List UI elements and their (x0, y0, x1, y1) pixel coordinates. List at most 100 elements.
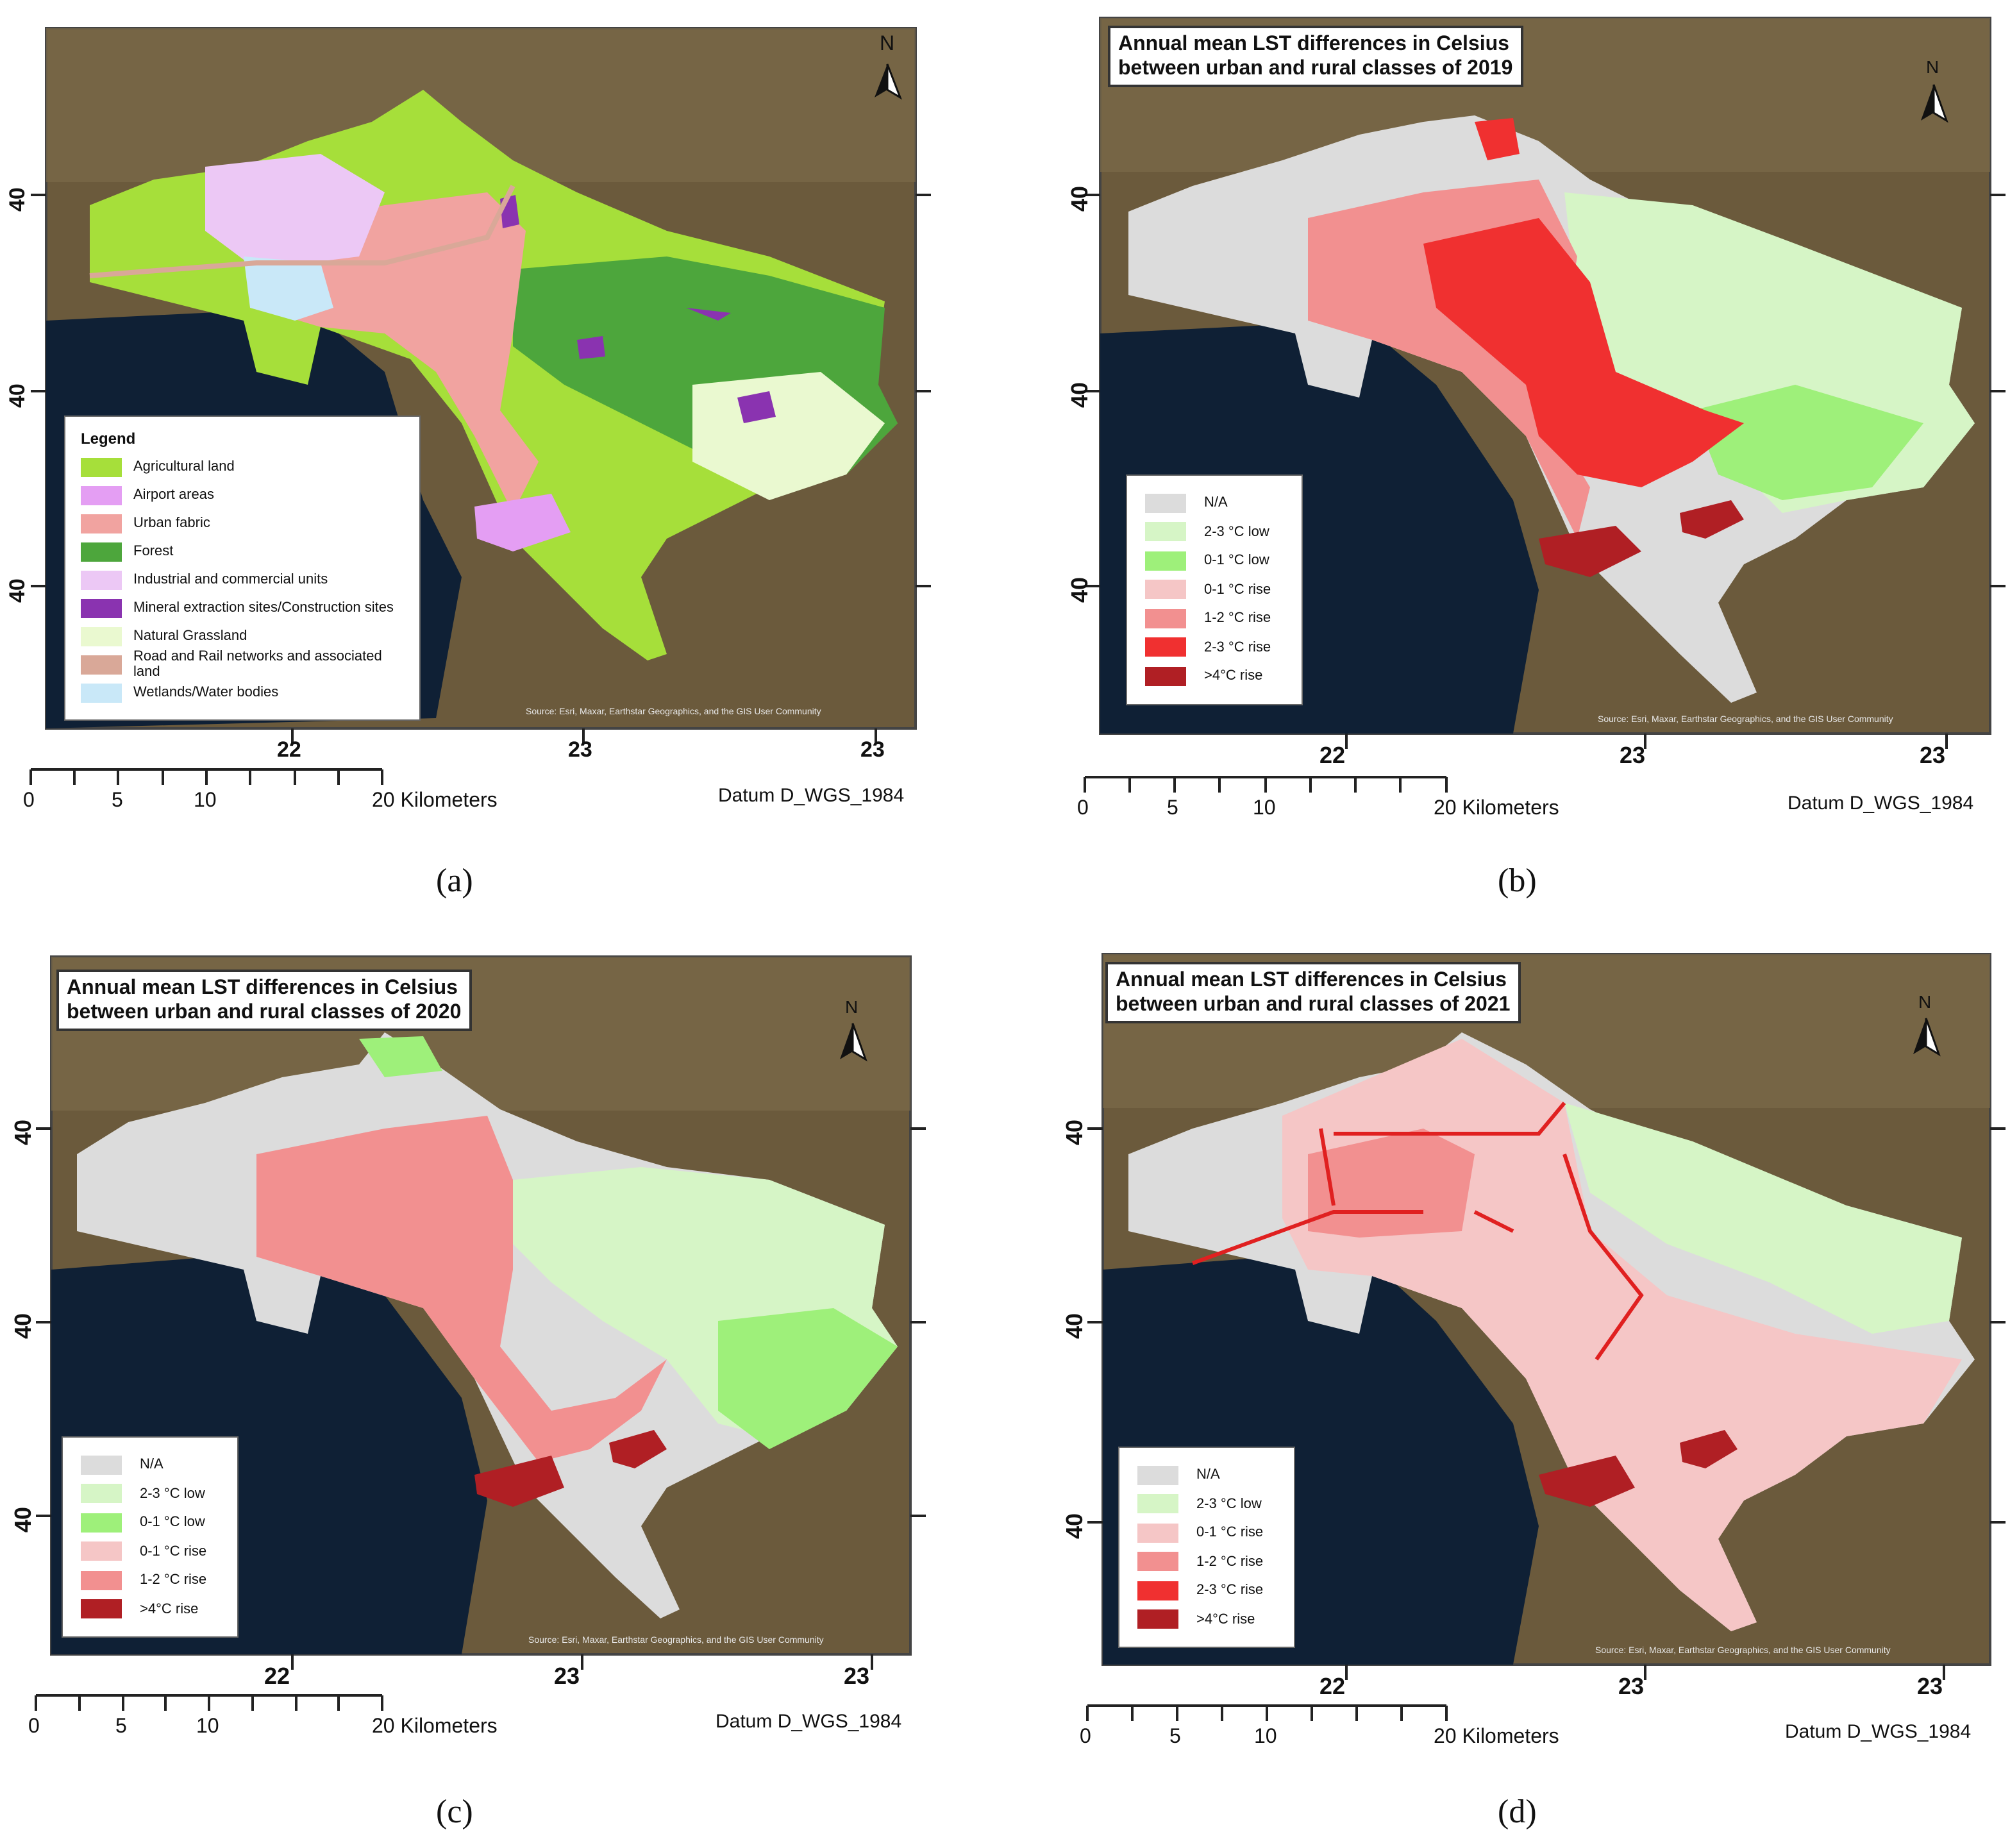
scale-label: 5 (1169, 1726, 1181, 1748)
scale-bar (29, 768, 383, 785)
x-tick-label: 23 (1920, 743, 1946, 768)
airport-region (474, 494, 571, 551)
title-line: Annual mean LST differences in Celsius (67, 977, 458, 999)
legend-swatch (1137, 1581, 1178, 1600)
legend-item: 0-1 °C rise (1137, 1518, 1276, 1547)
legend-label: >4°C rise (1196, 1611, 1255, 1627)
legend-label: Urban fabric (133, 516, 210, 531)
legend-item: Industrial and commercial units (81, 566, 404, 594)
x-tick-label: 23 (554, 1663, 580, 1689)
legend-label: 2-3 °C low (140, 1486, 205, 1502)
source-attribution: Source: Esri, Maxar, Earthstar Geographi… (528, 1636, 824, 1645)
legend-title: Legend (81, 430, 136, 448)
north-arrow-icon (1913, 1018, 1941, 1057)
rise-gt4-region (1680, 500, 1744, 539)
north-label: N (1926, 56, 1939, 77)
mineral-site (686, 308, 731, 321)
datum-label: Datum D_WGS_1984 (718, 785, 905, 807)
legend-item: Wetlands/Water bodies (81, 678, 404, 707)
low-0-1-region (718, 1308, 898, 1449)
legend-item: >4°C rise (81, 1595, 219, 1624)
title-line: Annual mean LST differences in Celsius (1118, 33, 1509, 55)
legend-label: 2-3 °C rise (1204, 639, 1271, 655)
x-tick-label: 23 (1620, 743, 1646, 768)
rise-gt4-region (609, 1430, 667, 1468)
legend-swatch (81, 1455, 122, 1475)
datum-label: Datum D_WGS_1984 (1785, 1721, 1972, 1743)
title-line: between urban and rural classes of 2020 (67, 1002, 462, 1023)
legend-item: Mineral extraction sites/Construction si… (81, 594, 404, 622)
legend-swatch (81, 1599, 122, 1619)
legend-swatch (1137, 1609, 1178, 1629)
source-attribution: Source: Esri, Maxar, Earthstar Geographi… (526, 708, 821, 717)
legend-label: 1-2 °C rise (1204, 610, 1271, 626)
legend-swatch (81, 457, 122, 476)
legend-swatch (1145, 609, 1186, 628)
rise-gt4-region (474, 1456, 564, 1507)
legend-item: N/A (1137, 1461, 1276, 1490)
caption-b: (b) (1498, 862, 1537, 899)
scale-label: 20 Kilometers (372, 790, 498, 812)
scale-label: 10 (194, 790, 217, 812)
legend-item: >4°C rise (1137, 1605, 1276, 1634)
legend-item: Forest (81, 537, 404, 566)
legend-label: 0-1 °C low (1204, 553, 1269, 569)
x-tick-label: 23 (860, 737, 885, 762)
x-tick-label: 22 (264, 1663, 290, 1689)
legend-label: 0-1 °C rise (1204, 582, 1271, 598)
legend-swatch (81, 1541, 122, 1561)
caption-c: (c) (436, 1793, 473, 1830)
legend-swatch (81, 598, 122, 617)
rise-1-2-region (256, 1116, 667, 1462)
x-tick-label: 23 (568, 737, 592, 762)
legend-label: >4°C rise (140, 1601, 199, 1617)
legend-item: 2-3 °C rise (1137, 1576, 1276, 1605)
legend-label: 2-3 °C rise (1196, 1583, 1264, 1599)
north-label: N (880, 33, 895, 55)
legend-label: Agricultural land (133, 459, 235, 475)
legend-item: Agricultural land (81, 453, 404, 481)
datum-label: Datum D_WGS_1984 (1788, 793, 1974, 814)
source-attribution: Source: Esri, Maxar, Earthstar Geographi… (1598, 716, 1893, 725)
rise-2-3-region (1475, 118, 1520, 160)
scale-label: 0 (1077, 798, 1089, 819)
y-tick-label: 40 (1062, 1119, 1087, 1145)
legend-swatch (81, 626, 122, 646)
legend-label: 1-2 °C rise (140, 1572, 207, 1588)
legend-swatch (1145, 580, 1186, 600)
rise-2-3-lines (1191, 1102, 1644, 1361)
low-2-3-region (1564, 1103, 1962, 1334)
legend-d: N/A 2-3 °C low 0-1 °C rise 1-2 °C rise 2-3 °… (1118, 1447, 1295, 1648)
legend-item: 0-1 °C rise (81, 1537, 219, 1566)
map-title-d: Annual mean LST differences in Celsius b… (1105, 962, 1521, 1023)
legend-item: 0-1 °C rise (1145, 575, 1284, 604)
legend-swatch (81, 655, 122, 674)
x-tick-label: 22 (277, 737, 301, 762)
industrial-region (205, 154, 385, 269)
title-line: between urban and rural classes of 2019 (1118, 58, 1513, 80)
legend-label: Mineral extraction sites/Construction si… (133, 600, 394, 616)
legend-c: N/A 2-3 °C low 0-1 °C low 0-1 °C rise 1-2 °C… (62, 1436, 239, 1638)
scale-label: 10 (1253, 798, 1276, 819)
scale-label: 10 (196, 1716, 219, 1738)
legend-swatch (1145, 637, 1186, 657)
legend-label: N/A (1204, 495, 1228, 511)
caption-a: (a) (436, 862, 473, 899)
legend-item: 2-3 °C low (81, 1479, 219, 1508)
legend-swatch (81, 1484, 122, 1504)
scale-label: 10 (1254, 1726, 1277, 1748)
legend-swatch (81, 542, 122, 561)
legend-swatch (1145, 522, 1186, 542)
legend-label: 1-2 °C rise (1196, 1554, 1264, 1570)
x-tick-label: 23 (1917, 1674, 1943, 1699)
north-arrow-icon (840, 1023, 867, 1062)
legend-swatch (81, 514, 122, 533)
source-attribution: Source: Esri, Maxar, Earthstar Geographi… (1595, 1647, 1891, 1656)
legend-label: 2-3 °C low (1196, 1496, 1262, 1512)
